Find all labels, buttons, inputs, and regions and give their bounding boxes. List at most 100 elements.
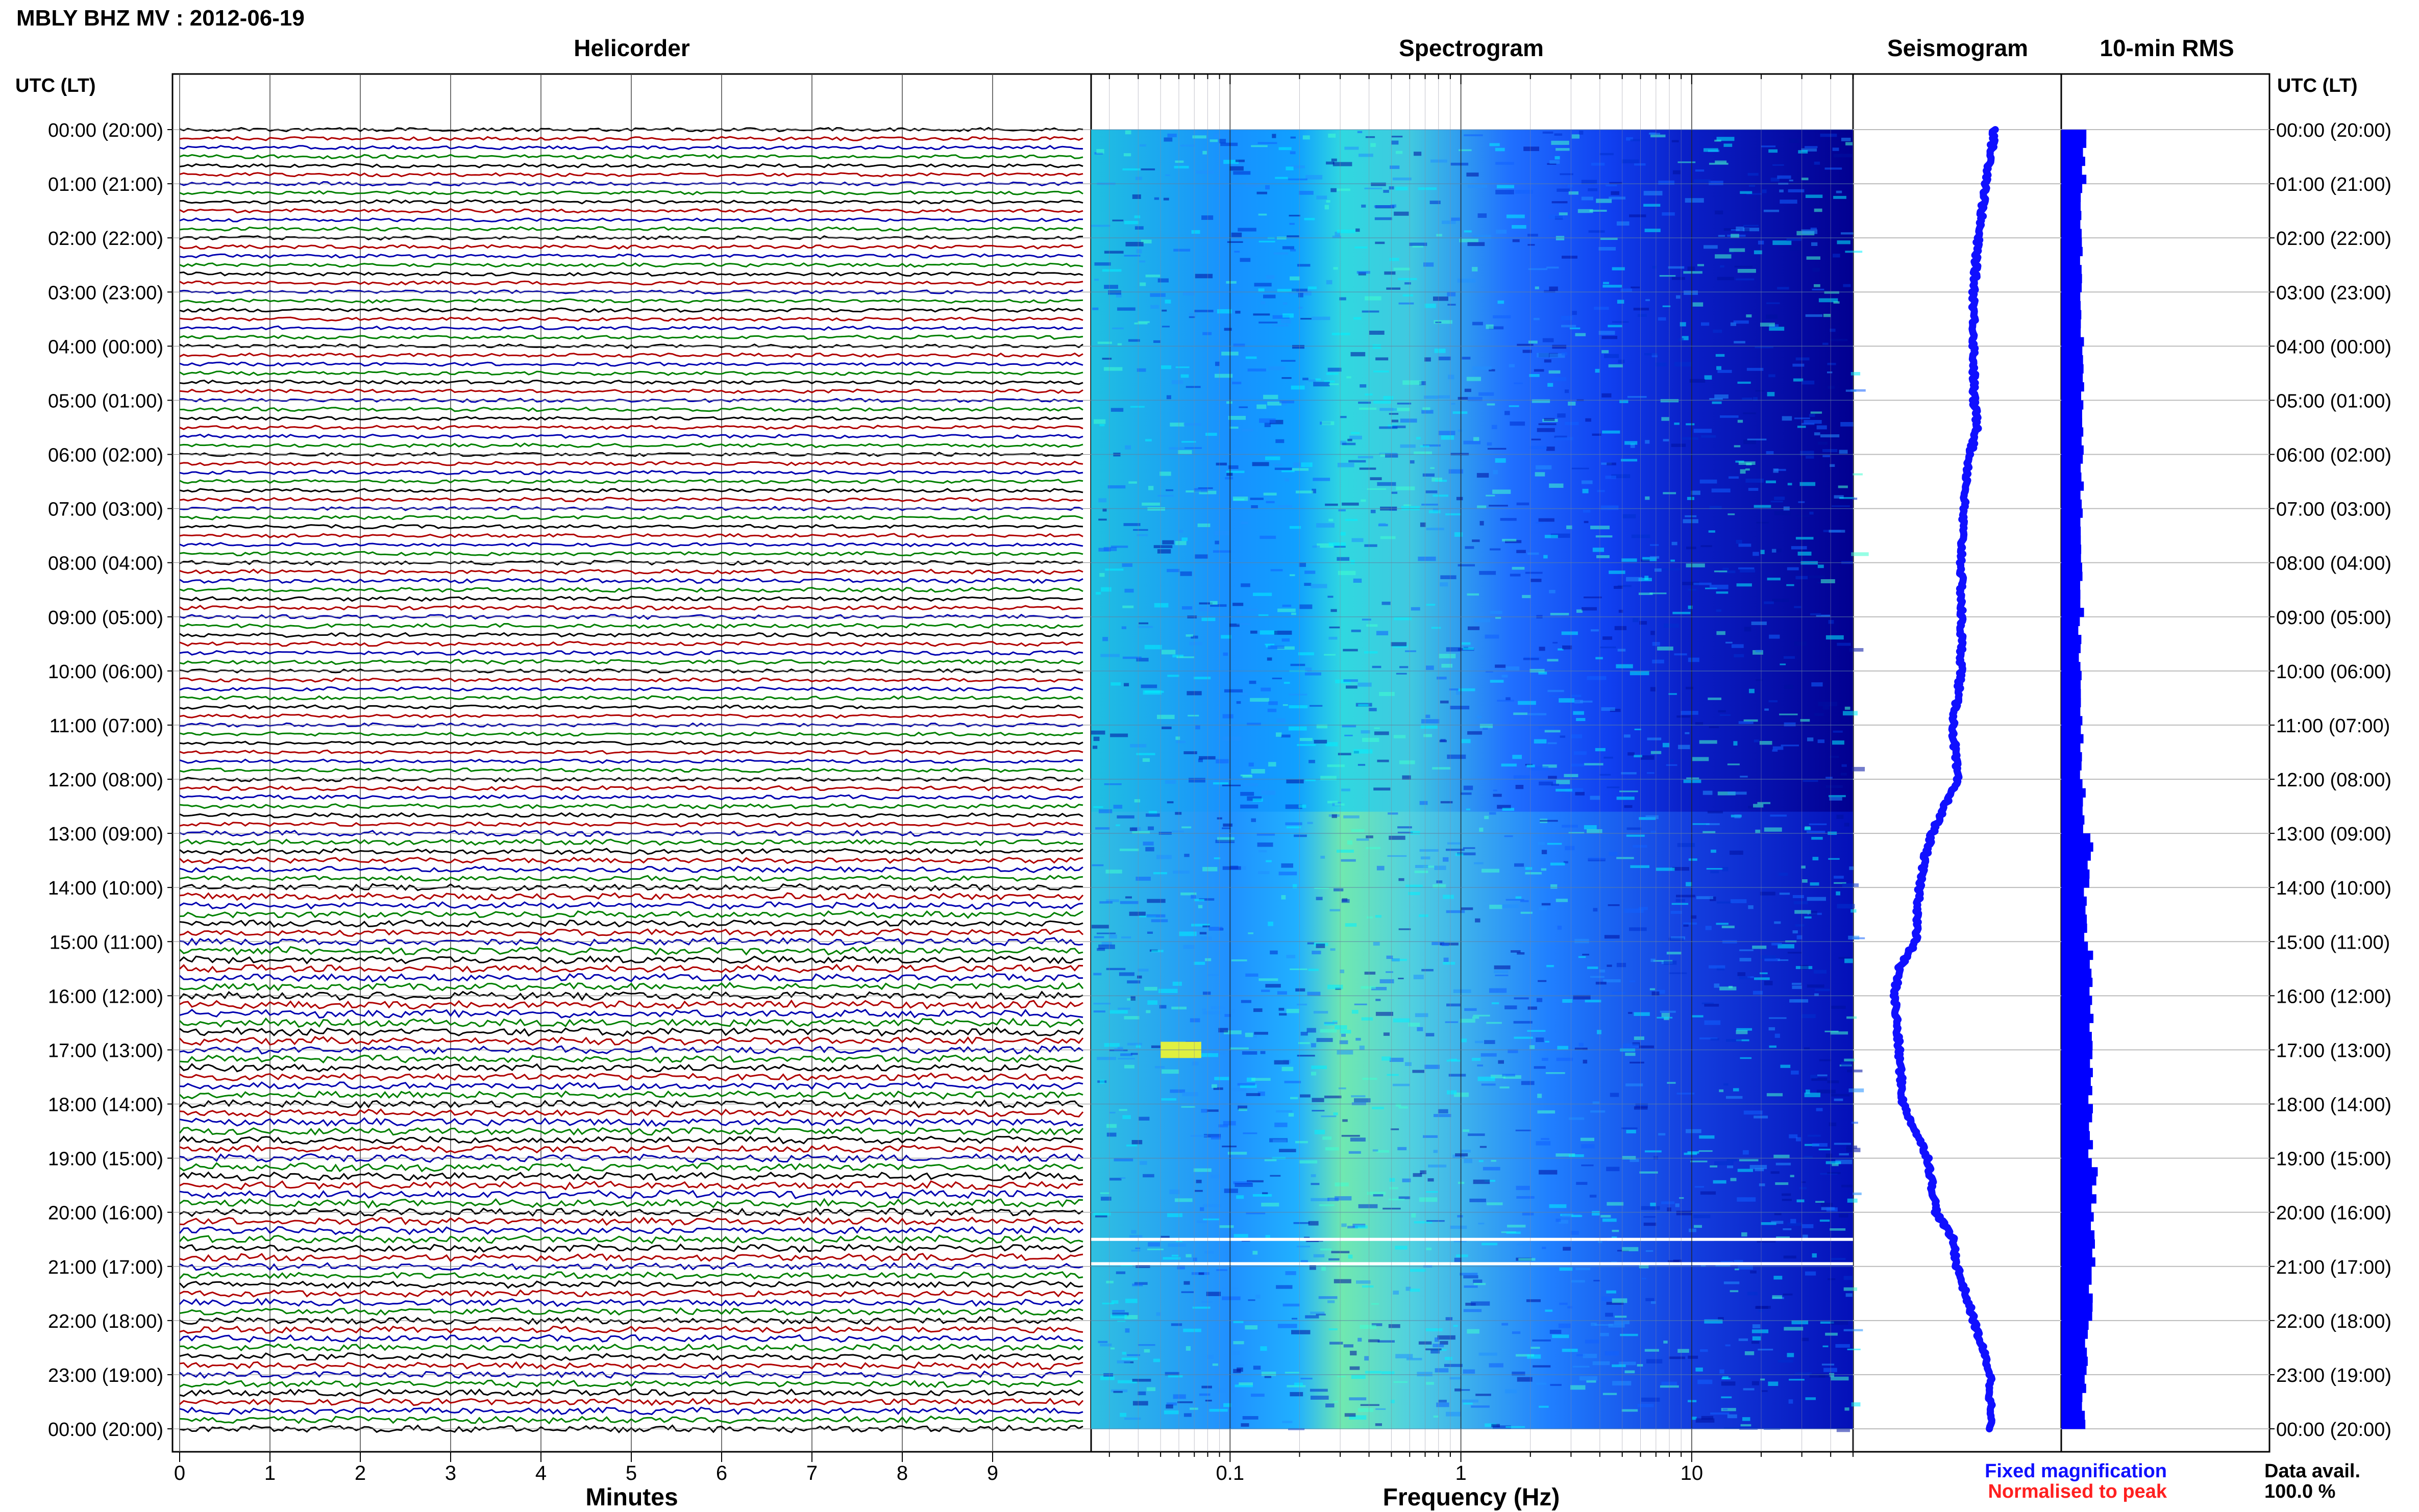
spectrogram-row <box>1091 194 1853 201</box>
spectrogram-speckle <box>1120 1412 1126 1417</box>
spectrogram-speckle <box>1228 416 1246 420</box>
helicorder-trace <box>179 722 1083 728</box>
spectrogram-row <box>1091 969 1853 975</box>
spectrogram-row <box>1091 1180 1853 1186</box>
spectrogram-speckle <box>1630 443 1635 448</box>
spectrogram-speckle <box>1198 1272 1204 1275</box>
spectrogram-speckle <box>1556 788 1572 792</box>
spectrogram-speckle <box>1180 144 1195 147</box>
spectrogram-speckle <box>1595 535 1613 538</box>
hour-label-right: 02:00 (22:00) <box>2276 228 2391 250</box>
hour-label-right: 15:00 (11:00) <box>2276 932 2390 953</box>
spectrogram-speckle <box>1752 552 1759 556</box>
spectrogram-speckle <box>1837 642 1851 646</box>
spectrogram-speckle <box>1557 188 1570 192</box>
spectrogram-speckle <box>1554 133 1563 136</box>
spectrogram-speckle <box>1484 815 1489 820</box>
spectrogram-speckle <box>1110 408 1124 412</box>
spectrogram-speckle <box>1134 1282 1148 1285</box>
spectrogram-speckle <box>1701 1416 1714 1420</box>
spectrogram-speckle <box>1143 841 1154 846</box>
spectrogram-speckle <box>1265 1235 1270 1240</box>
spectrogram-speckle <box>1111 1389 1128 1393</box>
spectrogram-speckle <box>1830 464 1835 467</box>
spectrogram-speckle <box>1329 909 1341 911</box>
spectrogram-speckle <box>1727 791 1747 795</box>
spectrogram-speckle <box>1419 849 1439 852</box>
spectrogram-speckle <box>1573 711 1584 715</box>
spectrogram-speckle <box>1139 260 1146 263</box>
spectrogram-speckle <box>1815 988 1830 992</box>
spectrogram-speckle <box>1492 1425 1511 1429</box>
spectrogram-speckle <box>1486 671 1493 673</box>
spectrogram-speckle <box>1744 228 1749 233</box>
spectrogram-row <box>1091 465 1853 471</box>
spectrogram-speckle <box>1259 418 1276 423</box>
rms-bar <box>2061 1059 2090 1069</box>
spectrogram-speckle <box>1477 505 1487 508</box>
spectrogram-speckle <box>1446 910 1465 913</box>
helicorder-trace <box>179 785 1083 791</box>
spectrogram-speckle <box>1324 380 1335 383</box>
spectrogram-speckle <box>1397 826 1412 829</box>
spectrogram-speckle <box>1755 346 1773 349</box>
spectrogram-speckle <box>1423 734 1433 737</box>
spectrogram-speckle <box>1248 762 1254 766</box>
spectrogram-speckle <box>1627 752 1635 756</box>
spectrogram-speckle <box>1779 713 1798 715</box>
spectrogram-speckle <box>1602 636 1613 640</box>
spectrogram-speckle <box>1727 1414 1737 1419</box>
spectrogram-speckle <box>1759 1309 1763 1312</box>
spectrogram-speckle <box>1829 1122 1837 1126</box>
spectrogram-speckle <box>1213 1052 1225 1055</box>
spectrogram-speckle <box>1567 1306 1572 1309</box>
spectrogram-speckle <box>1142 758 1150 762</box>
spectrogram-speckle <box>1223 652 1228 656</box>
spectrogram-speckle <box>1702 790 1713 795</box>
spectrogram-speckle <box>1582 954 1589 956</box>
spectrogram-speckle <box>1655 568 1662 572</box>
spectrogram-speckle <box>1351 1375 1366 1379</box>
spectrogram-speckle <box>1426 665 1434 670</box>
rms-bar <box>2061 1393 2083 1402</box>
spectrogram-speckle <box>1431 477 1442 482</box>
spectrogram-speckle <box>1811 1078 1828 1081</box>
rms-bar <box>2061 1293 2093 1303</box>
spectrogram-speckle <box>1622 1043 1639 1048</box>
spectrogram-speckle <box>1508 1049 1518 1053</box>
spectrogram-speckle <box>1851 1402 1861 1407</box>
spectrogram-speckle <box>1675 899 1685 902</box>
spectrogram-speckle <box>1444 1364 1463 1367</box>
spectrogram-speckle <box>1512 1371 1525 1376</box>
spectrogram-speckle <box>1199 602 1213 605</box>
spectrogram-speckle <box>1186 386 1201 388</box>
spectrogram-speckle <box>1289 693 1307 696</box>
spectrogram-speckle <box>1715 254 1732 259</box>
spectrogram-speckle <box>1753 804 1764 808</box>
spectrogram-speckle <box>1311 1065 1327 1069</box>
spectrogram-speckle <box>1151 1045 1165 1048</box>
spectrogram-speckle <box>1350 560 1355 564</box>
spectrogram-speckle <box>1157 278 1169 283</box>
spectrogram-speckle <box>1113 805 1123 809</box>
spectrogram-speckle <box>1295 988 1305 992</box>
spectrogram-speckle <box>1542 1058 1548 1061</box>
spectrogram-speckle <box>1774 468 1786 471</box>
spectrogram-speckle <box>1286 779 1304 784</box>
spectrogram-speckle <box>1679 1197 1684 1199</box>
spectrogram-speckle <box>1326 373 1339 375</box>
spectrogram-speckle <box>1529 445 1547 450</box>
spectrogram-speckle <box>1578 956 1586 958</box>
spectrogram-speckle <box>1841 1184 1853 1187</box>
spectrogram-speckle <box>1426 1382 1434 1385</box>
spectrogram-speckle <box>1541 1138 1549 1140</box>
spectrogram-speckle <box>1612 321 1629 323</box>
spectrogram-speckle <box>1174 166 1189 169</box>
spectrogram-speckle <box>1778 944 1794 949</box>
spectrogram-row <box>1091 606 1853 612</box>
spectrogram-row <box>1091 996 1853 1002</box>
spectrogram-speckle <box>1144 986 1157 991</box>
spectrogram-speckle <box>1643 191 1663 195</box>
spectrogram-speckle <box>1624 908 1644 913</box>
spectrogram-speckle <box>1134 323 1148 325</box>
